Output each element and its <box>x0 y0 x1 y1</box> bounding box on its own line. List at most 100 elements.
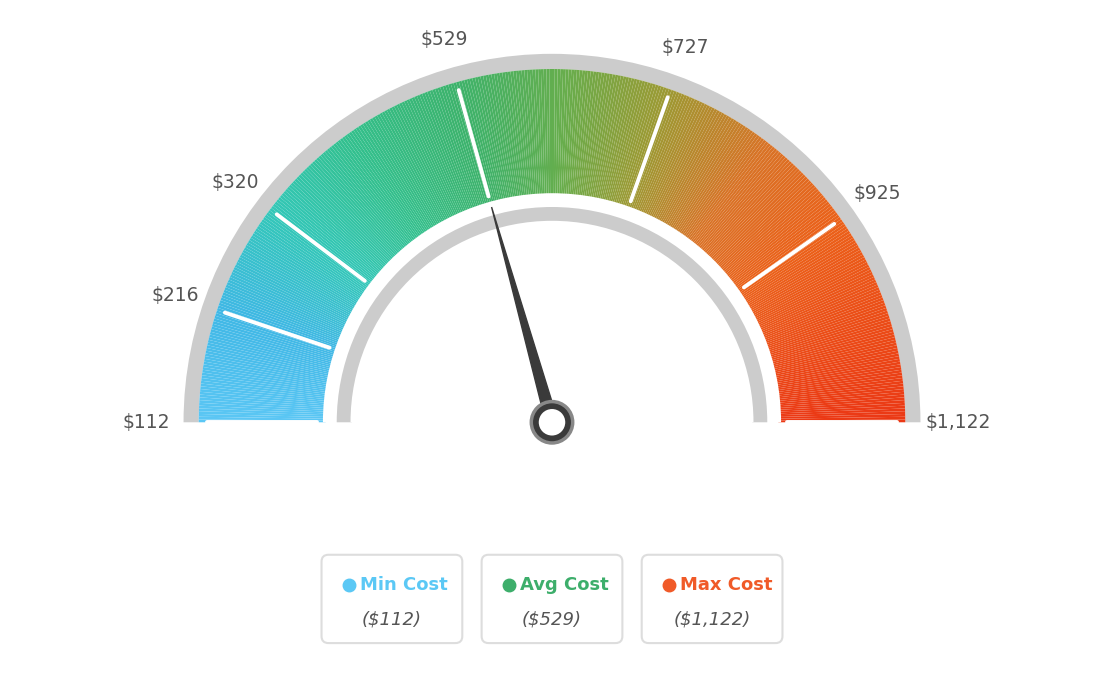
Wedge shape <box>778 417 905 420</box>
Wedge shape <box>473 77 502 201</box>
Wedge shape <box>702 157 787 254</box>
Wedge shape <box>478 77 506 201</box>
Wedge shape <box>199 400 326 410</box>
Wedge shape <box>491 74 514 199</box>
Wedge shape <box>508 72 526 198</box>
Wedge shape <box>699 154 784 251</box>
Wedge shape <box>764 300 884 346</box>
Wedge shape <box>561 69 569 196</box>
Wedge shape <box>746 240 856 307</box>
Wedge shape <box>259 221 365 295</box>
Text: $112: $112 <box>123 413 170 432</box>
Wedge shape <box>216 310 338 353</box>
Wedge shape <box>333 143 413 244</box>
Wedge shape <box>505 72 523 198</box>
Wedge shape <box>223 290 342 339</box>
Text: $529: $529 <box>421 30 468 49</box>
Wedge shape <box>598 77 626 201</box>
Wedge shape <box>427 91 474 210</box>
Wedge shape <box>755 267 870 324</box>
Wedge shape <box>716 181 811 268</box>
Wedge shape <box>284 190 381 275</box>
Wedge shape <box>763 295 882 342</box>
Wedge shape <box>475 77 505 201</box>
Wedge shape <box>723 190 820 275</box>
Wedge shape <box>412 97 464 215</box>
Wedge shape <box>289 184 384 271</box>
Wedge shape <box>570 70 583 197</box>
Wedge shape <box>745 237 854 306</box>
Wedge shape <box>199 408 326 415</box>
Wedge shape <box>712 172 804 264</box>
Wedge shape <box>741 228 849 299</box>
Wedge shape <box>527 70 538 197</box>
Wedge shape <box>611 81 645 204</box>
Wedge shape <box>720 184 815 271</box>
Wedge shape <box>679 130 753 236</box>
Wedge shape <box>776 370 902 391</box>
Wedge shape <box>740 226 847 298</box>
Wedge shape <box>372 117 438 228</box>
Wedge shape <box>773 348 898 376</box>
Wedge shape <box>733 210 836 288</box>
Wedge shape <box>340 138 417 241</box>
Wedge shape <box>204 356 330 382</box>
Wedge shape <box>769 324 892 361</box>
Wedge shape <box>644 99 698 216</box>
Wedge shape <box>443 86 484 207</box>
Wedge shape <box>756 272 873 328</box>
Wedge shape <box>726 197 826 279</box>
Wedge shape <box>572 70 585 197</box>
Wedge shape <box>279 195 379 278</box>
Wedge shape <box>730 204 831 284</box>
Wedge shape <box>467 79 499 203</box>
Wedge shape <box>272 206 373 285</box>
Wedge shape <box>768 318 891 357</box>
Wedge shape <box>631 92 679 211</box>
Wedge shape <box>327 148 410 248</box>
Wedge shape <box>201 381 327 397</box>
Wedge shape <box>742 230 850 301</box>
Wedge shape <box>323 193 781 422</box>
Wedge shape <box>258 224 364 297</box>
Wedge shape <box>707 165 796 259</box>
Wedge shape <box>749 247 860 312</box>
FancyBboxPatch shape <box>481 555 623 643</box>
Wedge shape <box>317 157 402 254</box>
Wedge shape <box>576 71 594 197</box>
Wedge shape <box>692 145 773 246</box>
Wedge shape <box>705 163 794 257</box>
Wedge shape <box>298 175 391 265</box>
Wedge shape <box>322 152 406 250</box>
Wedge shape <box>774 351 899 378</box>
Wedge shape <box>223 293 341 341</box>
Wedge shape <box>778 411 905 417</box>
Wedge shape <box>777 389 904 403</box>
Wedge shape <box>578 72 596 198</box>
Wedge shape <box>338 140 416 242</box>
Wedge shape <box>775 362 901 385</box>
Wedge shape <box>618 85 658 206</box>
Wedge shape <box>700 155 786 253</box>
Wedge shape <box>776 373 902 392</box>
Wedge shape <box>575 71 591 197</box>
Wedge shape <box>201 384 327 400</box>
Wedge shape <box>753 259 867 319</box>
Wedge shape <box>484 75 510 200</box>
Wedge shape <box>203 367 329 388</box>
Wedge shape <box>266 213 370 289</box>
Wedge shape <box>250 237 359 306</box>
Wedge shape <box>513 71 529 197</box>
Wedge shape <box>227 279 346 333</box>
Wedge shape <box>684 137 762 240</box>
Wedge shape <box>206 348 331 376</box>
Wedge shape <box>593 75 618 200</box>
Wedge shape <box>347 133 422 238</box>
Text: $727: $727 <box>661 39 709 57</box>
Wedge shape <box>222 295 341 342</box>
Wedge shape <box>743 233 852 302</box>
Wedge shape <box>630 91 677 210</box>
Wedge shape <box>625 88 669 209</box>
Wedge shape <box>681 132 755 237</box>
Wedge shape <box>628 90 675 210</box>
